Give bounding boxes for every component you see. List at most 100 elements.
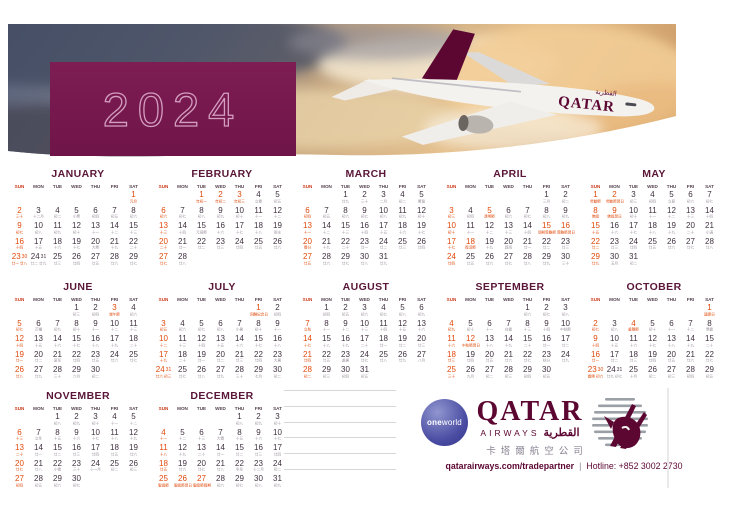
day-cell: 6 初六: [499, 206, 518, 223]
day-number: 28: [303, 365, 312, 375]
day-number: 14: [504, 334, 513, 344]
day-cell: 22 廿四: [249, 350, 268, 367]
weekday-label: SAT: [273, 406, 282, 411]
day-cell: 4 初四: [643, 190, 662, 207]
lunar-label: 二十: [129, 342, 138, 348]
day-cell: 1 回歸紀念日: [249, 303, 268, 320]
day-number: 21: [34, 458, 43, 468]
lunar-label: 廿二: [398, 342, 407, 348]
day-cell: 14 十四: [518, 222, 537, 238]
lunar-label: 廿四: [447, 260, 456, 266]
day-cell: 16 廿三: [249, 444, 268, 460]
day-cell: [624, 304, 643, 320]
lunar-label: 初七: [197, 327, 206, 332]
day-cell: 5 初八: [393, 303, 412, 320]
day-cell: 27 廿五: [298, 253, 317, 269]
lunar-label: 廿五: [485, 358, 494, 363]
day-number: 30: [72, 474, 81, 484]
lunar-label: 廿八: [178, 260, 187, 266]
day-cell: 5 驚蟄: [412, 190, 431, 207]
day-number: 1: [199, 190, 204, 199]
day-cell: 10 中秋節: [556, 319, 575, 336]
day-cell: 20 廿五: [662, 350, 681, 367]
day-cell: 16 十六: [211, 222, 230, 238]
lunar-label: 廿七: [360, 358, 369, 363]
lunar-label: 年初二: [215, 198, 226, 204]
day-cell: 25 廿八: [374, 350, 393, 367]
weekday-label: WED: [71, 406, 82, 411]
weekday-label: WED: [71, 297, 82, 302]
lunar-label: 廿七: [178, 373, 187, 379]
day-number: 5: [650, 318, 655, 328]
day-number: 3: [275, 412, 280, 421]
day-cell: 4 初六: [173, 319, 192, 336]
day-number: 2: [17, 205, 22, 215]
month-title: SEPTEMBER: [475, 281, 545, 293]
lunar-label: 十八: [91, 342, 100, 348]
day-cell: 10 十二: [105, 319, 124, 336]
lunar-label: 十四: [705, 214, 714, 219]
lunar-label: 重陽節: [628, 327, 639, 332]
lunar-label: 十五: [34, 342, 43, 348]
lunar-label: 廿九: [341, 198, 350, 204]
month-june: JUNE SUN MON TUE WED THU FRI SAT 1 初三 2 初四 3 端午節 4 初六 5 初…: [10, 281, 146, 382]
day-cell: 20 大寒: [86, 237, 105, 254]
day-cell: 27 廿五: [86, 253, 105, 269]
day-number: 25: [254, 236, 263, 246]
weekday-label: FRI: [398, 297, 407, 302]
day-cell: 12 十九: [173, 444, 192, 460]
lunar-label: 十二: [178, 436, 187, 441]
day-cell: 2 初四: [86, 303, 105, 320]
day-cell: 26 初三: [124, 459, 143, 476]
lunar-label: 十六: [629, 342, 638, 348]
day-cell: 28 廿八: [173, 253, 192, 269]
day-cell: 9 十六: [67, 428, 86, 445]
weekday-label: WED: [503, 297, 514, 302]
lunar-label: 廿六 初三: [155, 373, 172, 379]
day-cell: 2 初七: [586, 319, 605, 336]
month-february: FEBRUARY SUN MON TUE WED THU FRI SAT 1 年初一 2 年初二 3 年初…: [154, 168, 290, 269]
lunar-label: 十一: [110, 420, 119, 426]
day-cell: [173, 413, 192, 429]
day-number: 26: [417, 236, 426, 246]
lunar-label: 十六: [53, 342, 62, 348]
day-cell: 4 十一: [154, 427, 173, 445]
day-number: 31: [360, 365, 369, 375]
lunar-label: 初四: [15, 482, 24, 488]
day-cell: 11 十一: [461, 222, 480, 238]
day-cell: 29 七月: [249, 366, 268, 382]
day-cell: 9 十四: [537, 319, 556, 336]
day-cell: 21 十九: [317, 237, 336, 254]
day-cell: 19 廿四: [461, 350, 480, 367]
day-cell: 26 九月: [461, 366, 480, 382]
day-number: 4: [161, 427, 166, 437]
day-number: 29: [72, 365, 81, 375]
day-number: 12: [398, 318, 407, 328]
day-number: 8: [593, 205, 598, 215]
day-number: 4: [112, 412, 117, 421]
day-number: 18: [254, 221, 263, 231]
day-number: 16: [273, 334, 282, 344]
day-number: 26: [15, 365, 24, 375]
day-number: 25: [53, 252, 62, 262]
day-number: 4: [468, 205, 473, 215]
lunar-label: 初六: [360, 311, 369, 317]
day-cell: 2 初五: [336, 303, 355, 320]
day-number: 25: [629, 365, 638, 375]
lunar-label: 廿三: [398, 245, 407, 250]
day-number: 4: [381, 303, 386, 312]
day-number: 13: [159, 221, 168, 231]
day-number: 22: [235, 458, 244, 468]
weekday-label: FRI: [110, 406, 119, 411]
month-title: MARCH: [345, 168, 387, 180]
lunar-label: 初九: [53, 327, 62, 332]
lunar-label: 二十: [360, 342, 369, 348]
days-grid: 1 初三 2 初四 3 端午節 4 初六 5 初七 6 芒種 7 初九 8 初十 9 十一 10 十二 11 十三 12 十四…: [10, 303, 146, 382]
lunar-label: 十二: [273, 214, 282, 219]
day-cell: 20 廿七: [192, 459, 211, 476]
weekday-label: SUN: [14, 184, 25, 189]
day-number: 11: [629, 334, 638, 344]
day-cell: 8 寒露: [700, 319, 719, 336]
lunar-label: 廿二 廿九: [30, 260, 47, 266]
day-cell: 7 立秋: [298, 319, 317, 336]
